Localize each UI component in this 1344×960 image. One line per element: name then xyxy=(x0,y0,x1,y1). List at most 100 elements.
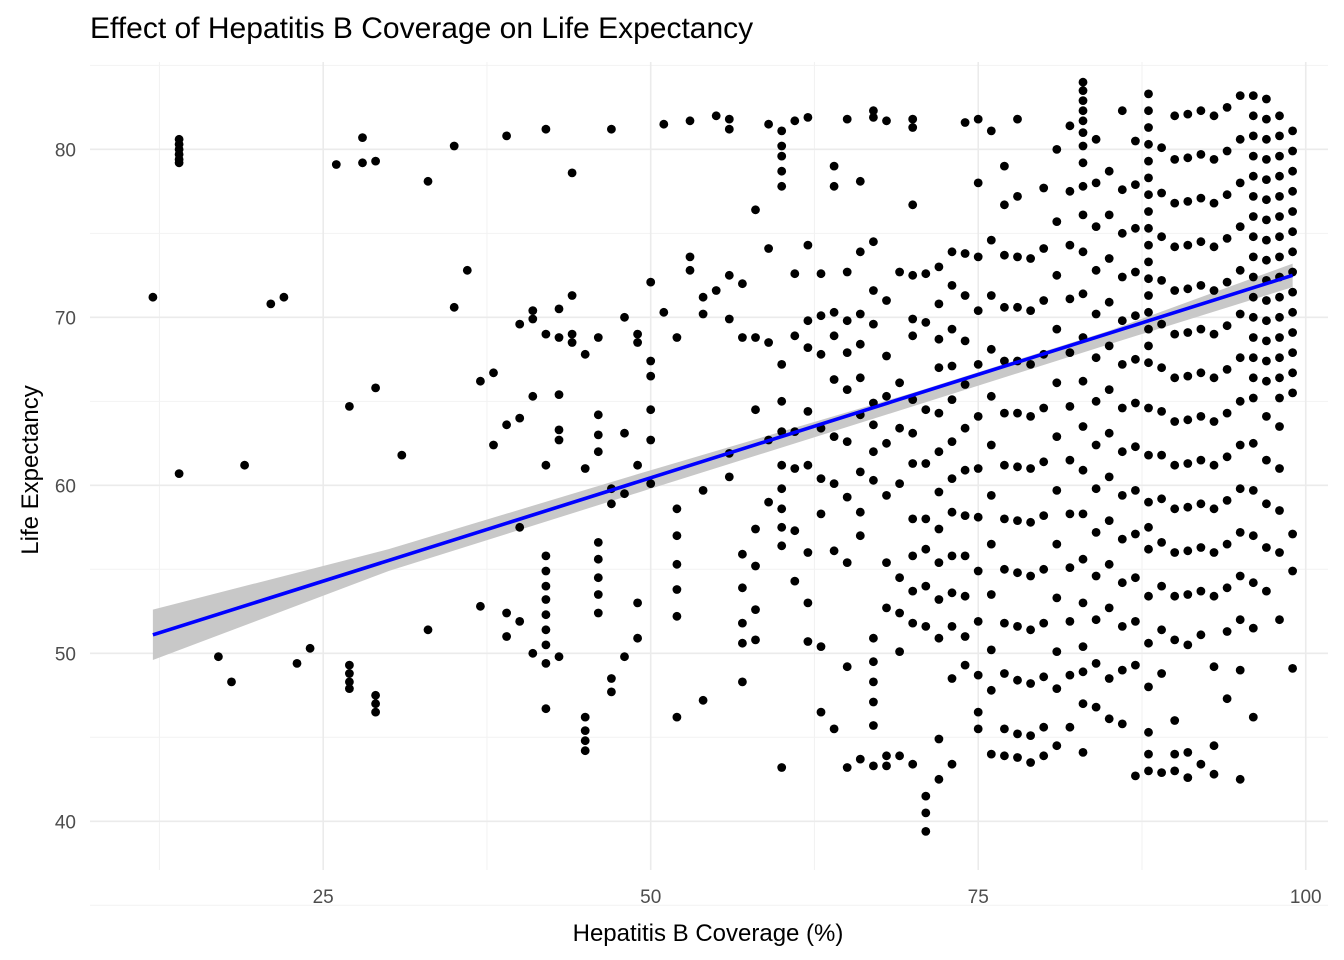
data-point xyxy=(528,391,538,401)
data-point xyxy=(1170,329,1180,339)
data-point xyxy=(1235,665,1245,675)
data-point xyxy=(1275,464,1284,473)
data-point xyxy=(1104,428,1114,438)
data-point xyxy=(1131,660,1140,670)
data-point xyxy=(1104,254,1114,263)
data-point xyxy=(1157,319,1166,329)
data-point xyxy=(947,759,957,769)
data-point xyxy=(869,420,878,430)
data-point xyxy=(1222,321,1232,331)
data-point xyxy=(1144,139,1153,149)
points-layer xyxy=(148,77,1297,836)
data-point xyxy=(292,659,302,668)
data-point xyxy=(855,309,865,319)
data-point xyxy=(1026,254,1035,263)
data-point xyxy=(1157,669,1166,678)
data-point xyxy=(908,114,918,124)
data-point xyxy=(1196,543,1206,552)
data-point xyxy=(698,292,708,302)
data-point xyxy=(1288,227,1297,237)
data-point xyxy=(1078,376,1088,386)
data-point xyxy=(790,464,800,473)
data-point xyxy=(1065,121,1075,131)
data-point xyxy=(1091,571,1101,581)
data-point xyxy=(1248,312,1258,322)
data-point xyxy=(633,329,642,339)
data-point xyxy=(973,707,983,717)
data-point xyxy=(1288,368,1297,378)
data-point xyxy=(1157,143,1166,153)
data-point xyxy=(869,697,878,707)
data-point xyxy=(476,601,485,611)
data-point xyxy=(1183,109,1193,119)
data-point xyxy=(1235,528,1245,537)
data-point xyxy=(803,598,813,608)
data-point xyxy=(1183,197,1193,206)
data-point xyxy=(855,339,865,349)
data-point xyxy=(1078,509,1088,519)
data-point xyxy=(1013,753,1022,762)
data-point xyxy=(1104,385,1114,394)
data-point xyxy=(646,277,656,287)
data-point xyxy=(960,249,970,258)
data-point xyxy=(921,514,931,524)
data-point xyxy=(869,106,878,116)
data-point xyxy=(1262,455,1271,465)
data-point xyxy=(227,677,236,687)
data-point xyxy=(1144,522,1153,532)
data-point xyxy=(1262,114,1271,124)
data-point xyxy=(947,281,957,290)
data-point xyxy=(1248,111,1258,121)
data-point xyxy=(1209,548,1219,557)
data-point xyxy=(1235,265,1245,275)
data-point xyxy=(1170,749,1180,759)
data-point xyxy=(1262,543,1271,552)
data-point xyxy=(803,240,813,250)
data-point xyxy=(593,333,603,342)
data-point xyxy=(869,447,878,457)
data-point xyxy=(1209,741,1219,751)
data-point xyxy=(869,113,878,122)
data-point xyxy=(986,539,996,549)
data-point xyxy=(1065,402,1075,411)
data-point xyxy=(1262,134,1271,144)
data-point xyxy=(1235,222,1245,232)
data-point xyxy=(1131,223,1140,233)
data-point xyxy=(1117,106,1127,116)
data-point xyxy=(1131,486,1140,495)
data-point xyxy=(1000,161,1009,171)
data-point xyxy=(148,292,158,302)
data-point xyxy=(1183,240,1193,250)
data-point xyxy=(1209,111,1219,121)
data-point xyxy=(1144,591,1153,601)
data-point xyxy=(1000,514,1009,524)
data-point xyxy=(921,269,931,279)
data-point xyxy=(567,291,577,300)
data-point xyxy=(1104,674,1114,683)
data-point xyxy=(1262,336,1271,346)
data-point xyxy=(541,329,551,339)
data-point xyxy=(1091,134,1101,144)
data-point xyxy=(1157,538,1166,547)
data-point xyxy=(1026,679,1035,688)
data-point xyxy=(1013,192,1022,201)
data-point xyxy=(1091,615,1101,625)
data-point xyxy=(816,349,826,359)
data-point xyxy=(1144,341,1153,351)
data-point xyxy=(1262,376,1271,386)
data-point xyxy=(790,576,800,586)
data-point xyxy=(1262,235,1271,245)
data-point xyxy=(1104,516,1114,525)
data-point xyxy=(1196,237,1206,247)
data-point xyxy=(1065,186,1075,196)
data-point xyxy=(934,558,944,567)
data-point xyxy=(751,524,760,534)
data-point xyxy=(1170,504,1180,514)
data-point xyxy=(1026,412,1035,421)
data-point xyxy=(895,608,904,618)
data-point xyxy=(829,479,839,488)
data-point xyxy=(816,269,826,279)
data-point xyxy=(882,351,891,361)
data-point xyxy=(1144,106,1153,116)
data-point xyxy=(1052,684,1062,693)
